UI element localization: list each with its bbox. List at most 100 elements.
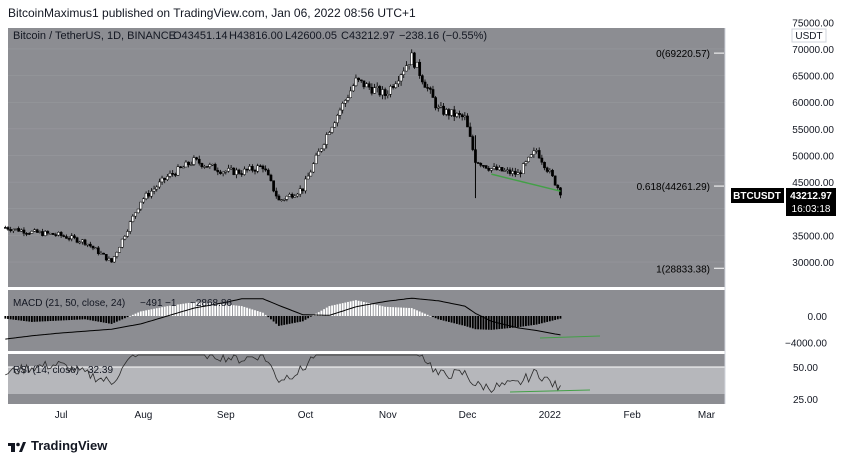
candle-body: [3, 227, 7, 229]
price-axis[interactable]: 75000.00 70000.00 65000.00 60000.00 55000.00…: [785, 18, 834, 406]
macd-values: −491 −1 −2868.86: [140, 298, 232, 309]
candle-body: [428, 87, 432, 90]
candle-body: [338, 109, 342, 116]
price-pane[interactable]: [8, 28, 725, 287]
macd-bar: [304, 316, 307, 320]
price-tag-symbol-bg: [731, 188, 784, 203]
rsi-tick-label: 50.00: [793, 363, 818, 374]
macd-bar: [206, 303, 209, 316]
macd-bar: [7, 316, 9, 319]
candle-body: [551, 169, 554, 177]
macd-bar: [498, 316, 501, 330]
macd-bar: [477, 316, 480, 330]
macd-bar: [540, 316, 543, 324]
macd-bar: [46, 316, 49, 322]
candle-body: [99, 252, 103, 255]
candle-body: [104, 254, 108, 261]
price-grid: [8, 48, 725, 263]
candle-body: [131, 215, 135, 222]
candle-body: [200, 163, 204, 168]
candle-body: [301, 188, 305, 192]
candle-body: [102, 252, 105, 255]
macd-bar: [17, 316, 20, 321]
candle-body: [30, 230, 34, 234]
macd-bar: [161, 307, 163, 316]
candle-body: [227, 168, 230, 172]
candle-body: [383, 89, 387, 96]
macd-bar: [73, 316, 76, 320]
candle-body: [468, 126, 472, 137]
candle-body: [57, 232, 60, 236]
candle-body: [237, 169, 241, 174]
footer: TradingView: [8, 436, 107, 454]
candle-body: [540, 157, 544, 163]
rsi-label: RSI (14, close): [13, 365, 79, 376]
macd-value: −2868.86: [190, 298, 232, 309]
candle-body: [49, 232, 52, 235]
candle-body: [508, 169, 512, 174]
candle-body: [532, 150, 536, 155]
candle-body: [277, 195, 281, 201]
candle-body: [139, 201, 143, 210]
candle-body: [65, 236, 68, 239]
time-axis[interactable]: Jul Aug Sep Oct Nov Dec 2022 Feb Mar: [55, 410, 716, 421]
candle-body: [471, 136, 475, 150]
macd-bar: [493, 316, 495, 330]
macd-bar: [506, 316, 509, 329]
macd-bar: [256, 311, 259, 316]
candle-body: [463, 115, 467, 118]
candle-body: [192, 157, 196, 165]
macd-bar: [94, 316, 97, 322]
price-tag-countdown: 16:03:18: [792, 204, 831, 215]
candle-body: [505, 169, 509, 172]
macd-bar: [418, 311, 421, 316]
candle-body: [126, 231, 129, 237]
macd-bar: [384, 306, 387, 316]
macd-pane[interactable]: [8, 290, 725, 351]
candle-body: [22, 229, 26, 234]
ohlc-value: H43816.00: [229, 30, 283, 42]
candle-body: [304, 178, 307, 192]
candle-body: [107, 258, 111, 261]
candle-body: [280, 199, 283, 201]
macd-bar: [527, 316, 530, 326]
macd-bar: [293, 316, 296, 323]
candle-body: [248, 166, 252, 171]
macd-bar: [538, 316, 541, 324]
macd-bar: [301, 316, 304, 322]
macd-bar: [78, 316, 81, 320]
candle-body: [317, 151, 321, 156]
macd-bar: [198, 302, 201, 316]
candle-body: [498, 167, 501, 171]
candle-body: [86, 243, 90, 246]
macd-bar: [142, 310, 145, 316]
candle-body: [365, 83, 368, 88]
candle-body: [203, 166, 206, 168]
candle-body: [431, 89, 435, 98]
macd-bar: [38, 316, 41, 322]
macd-bar: [479, 316, 482, 330]
macd-bar: [426, 314, 429, 316]
macd-bar: [145, 310, 148, 316]
candle-body: [423, 81, 427, 88]
candle-body: [296, 193, 299, 197]
macd-bar: [400, 307, 402, 316]
candle-body: [314, 154, 318, 164]
macd-bar: [514, 316, 517, 328]
change-value: −238.16 (−0.55%): [399, 30, 487, 42]
candle-body: [519, 172, 522, 175]
candle-body: [362, 80, 366, 88]
candle-body: [187, 161, 190, 166]
candle-body: [529, 154, 533, 158]
macd-bar: [68, 316, 70, 321]
macd-support-trendline: [539, 335, 601, 339]
macd-bar: [131, 314, 134, 316]
macd-bar: [89, 316, 92, 321]
candle-body: [328, 132, 331, 135]
macd-bar: [92, 316, 94, 321]
candle-body: [173, 173, 177, 176]
candle-body: [298, 188, 302, 195]
candle-body: [312, 163, 315, 173]
ohlc-value: O43451.14: [173, 30, 227, 42]
